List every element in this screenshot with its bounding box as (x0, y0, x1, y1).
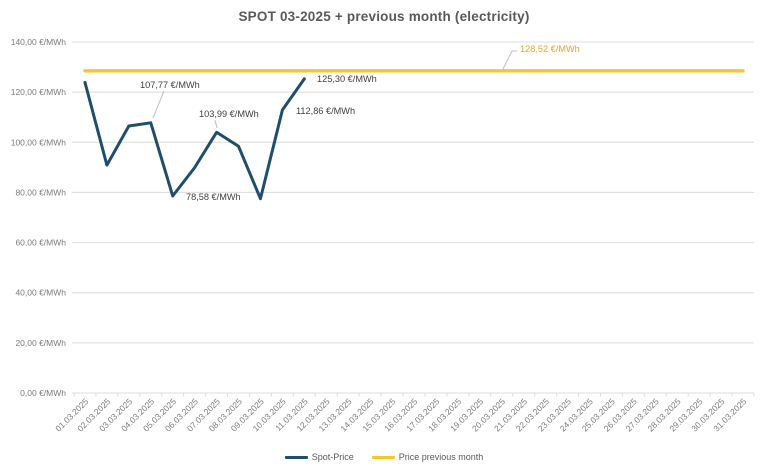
data-label: 103,99 €/MWh (199, 109, 259, 119)
y-axis-tick-label: 60,00 €/MWh (15, 238, 66, 248)
legend-item-previous-month: Price previous month (371, 452, 484, 462)
data-label-leader-line (214, 119, 218, 129)
chart-title: SPOT 03-2025 + previous month (electrici… (238, 9, 530, 24)
y-axis-tick-label: 120,00 €/MWh (11, 87, 67, 97)
y-axis-tick-label: 140,00 €/MWh (11, 37, 67, 47)
data-label: 107,77 €/MWh (140, 80, 200, 90)
y-axis-tick-label: 100,00 €/MWh (11, 137, 67, 147)
data-label-leader-line (152, 90, 165, 119)
data-label-leader-line (502, 50, 517, 70)
previous-month-line-swatch (371, 455, 395, 459)
y-axis-tick-label: 80,00 €/MWh (15, 187, 66, 197)
legend-label-previous-month: Price previous month (398, 452, 484, 462)
y-axis-tick-label: 20,00 €/MWh (15, 338, 66, 348)
y-axis-tick-label: 40,00 €/MWh (15, 288, 66, 298)
data-label: 125,30 €/MWh (317, 74, 377, 84)
data-label: 112,86 €/MWh (296, 106, 355, 116)
legend: Spot-Price Price previous month (0, 452, 768, 462)
spot-price-line (83, 77, 306, 201)
data-label: 128,52 €/MWh (520, 44, 580, 54)
legend-label-spot-price: Spot-Price (311, 452, 354, 462)
legend-item-spot-price: Spot-Price (284, 452, 354, 462)
data-label: 78,58 €/MWh (186, 192, 241, 202)
spot-price-line-swatch (284, 455, 308, 459)
y-axis-tick-label: 0,00 €/MWh (20, 388, 66, 398)
